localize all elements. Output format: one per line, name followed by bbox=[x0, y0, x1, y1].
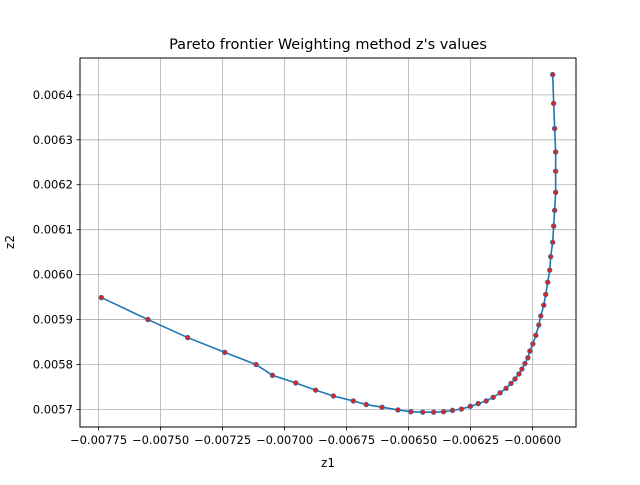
data-point-marker bbox=[538, 313, 544, 319]
data-point-marker bbox=[449, 407, 456, 414]
data-point-marker bbox=[363, 401, 369, 408]
data-point-marker bbox=[552, 149, 559, 155]
data-point-marker bbox=[551, 125, 558, 132]
data-point-marker bbox=[525, 355, 531, 361]
y-tick-label: 0.0064 bbox=[33, 88, 73, 102]
axis-ticks: −0.00775 −0.00750 −0.00725 −0.00700 −0.00675… bbox=[33, 88, 561, 447]
data-point-marker bbox=[536, 322, 542, 328]
data-point-marker bbox=[475, 400, 481, 407]
plot-frame bbox=[79, 57, 577, 428]
data-point-marker bbox=[551, 207, 558, 214]
data-point-marker bbox=[330, 393, 337, 399]
data-point-marker bbox=[549, 71, 556, 78]
data-point-marker bbox=[253, 361, 259, 368]
y-tick-label: 0.0062 bbox=[33, 178, 73, 192]
data-point-marker bbox=[530, 341, 536, 347]
data-point-marker bbox=[379, 404, 385, 410]
y-tick-label: 0.0061 bbox=[33, 223, 73, 237]
data-point-marker bbox=[458, 406, 465, 412]
x-tick-label: −0.00775 bbox=[70, 433, 127, 447]
data-point-marker bbox=[550, 223, 557, 229]
x-tick-label: −0.00750 bbox=[132, 433, 189, 447]
grid-lines bbox=[80, 58, 576, 427]
x-axis-label: z1 bbox=[321, 456, 335, 470]
data-point-marker bbox=[440, 409, 447, 415]
data-point-marker bbox=[541, 302, 547, 308]
data-point-marker bbox=[533, 332, 539, 339]
data-point-marker bbox=[547, 267, 553, 273]
data-point-marker bbox=[490, 394, 496, 401]
y-tick-label: 0.0063 bbox=[33, 133, 73, 147]
data-point-marker bbox=[269, 372, 276, 379]
data-point-marker bbox=[527, 348, 533, 354]
data-point-marker bbox=[145, 316, 151, 323]
data-point-marker bbox=[222, 349, 228, 356]
x-tick-label: −0.00700 bbox=[256, 433, 313, 447]
data-point-marker bbox=[545, 279, 551, 285]
x-tick-label: −0.00625 bbox=[442, 433, 499, 447]
x-tick-label: −0.00650 bbox=[380, 433, 437, 447]
data-point-marker bbox=[508, 380, 514, 387]
data-point-marker bbox=[548, 253, 554, 260]
data-point-marker bbox=[312, 387, 319, 393]
data-point-marker bbox=[543, 291, 549, 298]
data-point-marker bbox=[350, 398, 356, 404]
data-point-marker bbox=[184, 334, 191, 341]
data-point-marker bbox=[550, 100, 557, 107]
data-point-marker bbox=[503, 385, 509, 392]
data-point-marker bbox=[497, 390, 503, 396]
data-point-marker bbox=[395, 407, 401, 413]
data-point-marker bbox=[552, 189, 559, 196]
data-point-marker bbox=[519, 366, 525, 372]
chart-title: Pareto frontier Weighting method z's val… bbox=[169, 37, 487, 53]
y-tick-label: 0.0060 bbox=[33, 268, 73, 282]
data-point-marker bbox=[408, 409, 414, 415]
data-point-marker bbox=[483, 398, 489, 404]
x-tick-label: −0.00675 bbox=[318, 433, 375, 447]
data-point-marker bbox=[420, 409, 426, 415]
y-axis-label: z2 bbox=[3, 235, 17, 249]
y-tick-label: 0.0058 bbox=[33, 358, 73, 372]
x-tick-label: −0.00600 bbox=[504, 433, 561, 447]
data-point-marker bbox=[467, 403, 474, 410]
data-point-marker bbox=[516, 371, 522, 377]
x-tick-label: −0.00725 bbox=[194, 433, 251, 447]
data-point-marker bbox=[512, 376, 518, 382]
data-point-marker bbox=[549, 239, 556, 245]
data-layer bbox=[98, 71, 559, 415]
y-tick-label: 0.0057 bbox=[33, 402, 73, 416]
y-tick-label: 0.0059 bbox=[33, 313, 73, 327]
data-point-marker bbox=[430, 409, 437, 415]
data-point-marker bbox=[522, 360, 528, 367]
data-point-marker bbox=[98, 294, 105, 301]
data-point-marker bbox=[293, 380, 299, 386]
data-point-marker bbox=[552, 168, 559, 174]
